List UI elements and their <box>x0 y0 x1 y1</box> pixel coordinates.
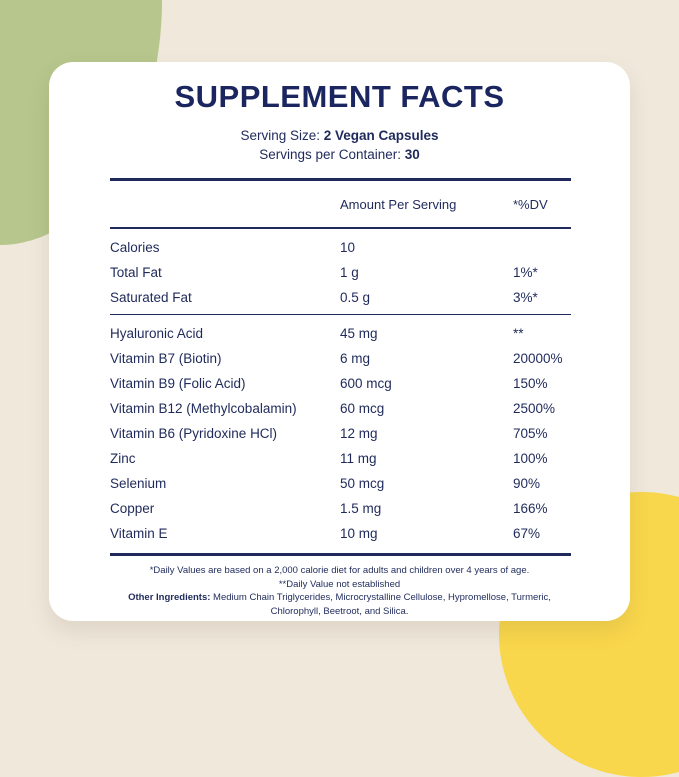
nutrient-name: Vitamin B7 (Biotin) <box>110 351 222 366</box>
servings-per-container-value: 30 <box>404 147 420 162</box>
nutrient-name: Zinc <box>110 451 136 466</box>
table-row: Zinc 11 mg 100% <box>110 446 571 471</box>
nutrient-dv: 100% <box>513 451 548 466</box>
nutrient-amount: 50 mcg <box>340 476 385 491</box>
nutrient-name: Selenium <box>110 476 167 491</box>
daily-values-footnote: *Daily Values are based on a 2,000 calor… <box>149 565 530 576</box>
nutrient-amount: 1 g <box>340 264 359 280</box>
dv-not-established-footnote: **Daily Value not established <box>278 578 401 590</box>
page-title: SUPPLEMENT FACTS <box>174 79 505 114</box>
nutrient-amount: 45 mg <box>340 326 378 341</box>
nutrient-dv: 166% <box>513 501 548 516</box>
other-ingredients-label: Other Ingredients: <box>128 592 211 603</box>
table-row: Calories 10 <box>110 235 571 260</box>
table-row: Saturated Fat 0.5 g 3%* <box>110 285 571 310</box>
nutrient-amount: 60 mcg <box>340 401 385 416</box>
nutrient-name: Vitamin B6 (Pyridoxine HCl) <box>110 426 278 441</box>
table-row: Vitamin B6 (Pyridoxine HCl) 12 mg 705% <box>110 421 571 446</box>
nutrient-dv: 705% <box>513 426 548 441</box>
nutrient-name: Vitamin E <box>110 526 168 541</box>
nutrient-dv: 1%* <box>513 264 538 280</box>
section-divider <box>110 313 571 315</box>
top-divider <box>110 178 571 181</box>
nutrient-amount: 6 mg <box>340 351 371 366</box>
table-row: Vitamin B9 (Folic Acid) 600 mcg 150% <box>110 371 571 396</box>
serving-size-value: 2 Vegan Capsules <box>323 128 439 143</box>
table-row: Vitamin B12 (Methylcobalamin) 60 mcg 250… <box>110 396 571 421</box>
nutrient-dv: 2500% <box>513 401 556 416</box>
other-ingredients-text: Medium Chain Triglycerides, Microcrystal… <box>213 592 551 617</box>
other-ingredients-line: Other Ingredients: Medium Chain Triglyce… <box>117 591 562 618</box>
nutrient-name: Saturated Fat <box>110 289 192 305</box>
nutrient-dv: 20000% <box>513 351 563 366</box>
header-amount-per-serving: Amount Per Serving <box>340 196 457 212</box>
nutrient-amount: 600 mcg <box>340 376 392 391</box>
nutrient-name: Copper <box>110 501 155 516</box>
nutrient-dv: 150% <box>513 376 548 391</box>
nutrient-amount: 12 mg <box>340 426 378 441</box>
serving-info: Serving Size: 2 Vegan Capsules Servings … <box>49 126 630 164</box>
table-body: Calories 10 Total Fat 1 g 1%* Saturated … <box>110 229 571 547</box>
nutrient-amount: 10 <box>340 239 356 255</box>
header-percent-dv: *%DV <box>513 196 548 212</box>
table-row: Hyaluronic Acid 45 mg ** <box>110 321 571 346</box>
nutrient-name: Calories <box>110 239 160 255</box>
table-row: Selenium 50 mcg 90% <box>110 471 571 496</box>
table-row: Total Fat 1 g 1%* <box>110 260 571 285</box>
nutrient-amount: 10 mg <box>340 526 378 541</box>
nutrient-dv: 90% <box>513 476 541 491</box>
nutrient-amount: 1.5 mg <box>340 501 382 516</box>
table-row: Vitamin B7 (Biotin) 6 mg 20000% <box>110 346 571 371</box>
table-row: Vitamin E 10 mg 67% <box>110 521 571 546</box>
nutrient-name: Vitamin B9 (Folic Acid) <box>110 376 246 391</box>
nutrient-amount: 11 mg <box>340 451 377 466</box>
facts-table: Amount Per Serving *%DV Calories 10 Tota… <box>110 178 571 556</box>
nutrient-dv: 3%* <box>513 289 538 305</box>
nutrient-name: Vitamin B12 (Methylcobalamin) <box>110 401 297 416</box>
nutrient-name: Total Fat <box>110 264 162 280</box>
bottom-divider <box>110 553 571 556</box>
servings-per-container-line: Servings per Container: 30 <box>49 145 630 164</box>
nutrient-amount: 0.5 g <box>340 289 371 305</box>
table-header-row: Amount Per Serving *%DV <box>110 181 571 227</box>
table-row: Copper 1.5 mg 166% <box>110 496 571 521</box>
footnotes: *Daily Values are based on a 2,000 calor… <box>49 556 630 618</box>
nutrient-dv: 67% <box>513 526 541 541</box>
header-divider <box>110 227 571 229</box>
serving-size-label: Serving Size: <box>240 128 320 143</box>
serving-size-line: Serving Size: 2 Vegan Capsules <box>49 126 630 145</box>
nutrient-name: Hyaluronic Acid <box>110 326 204 341</box>
nutrient-dv: ** <box>513 326 524 341</box>
servings-per-container-label: Servings per Container: <box>259 147 402 162</box>
supplement-facts-card: SUPPLEMENT FACTS Serving Size: 2 Vegan C… <box>49 62 630 621</box>
